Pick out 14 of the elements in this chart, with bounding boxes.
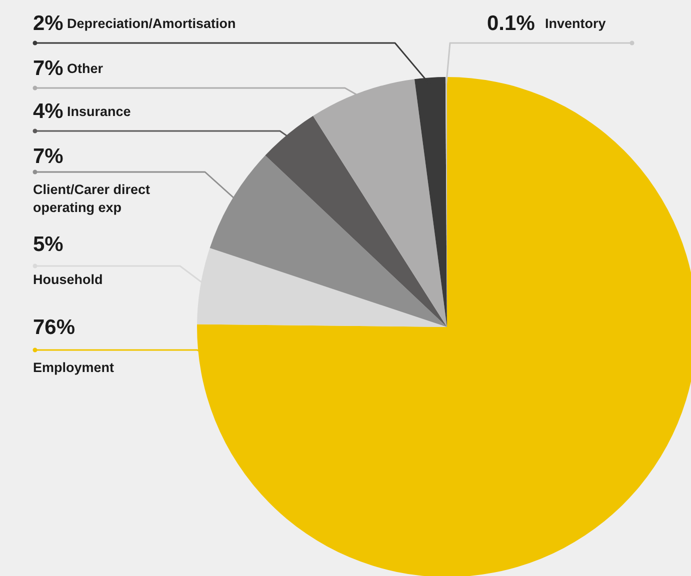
data-label: 76% xyxy=(33,316,76,339)
slice-label: Other xyxy=(67,61,104,76)
data-label: 7% xyxy=(33,145,64,168)
data-label: 7% xyxy=(33,57,64,80)
slice-label: Depreciation/Amortisation xyxy=(67,16,236,31)
legend-label: Household xyxy=(33,272,103,287)
slice-label: Insurance xyxy=(67,104,132,119)
data-label: 2% xyxy=(33,12,64,35)
data-label: 4% xyxy=(33,100,64,123)
legend-label: Employment xyxy=(33,360,115,375)
legend-label: Client/Carer direct operating exp xyxy=(33,182,151,215)
data-label: 5% xyxy=(33,233,64,256)
data-label: 0.1% xyxy=(487,12,536,35)
slice-label: Inventory xyxy=(545,16,606,31)
